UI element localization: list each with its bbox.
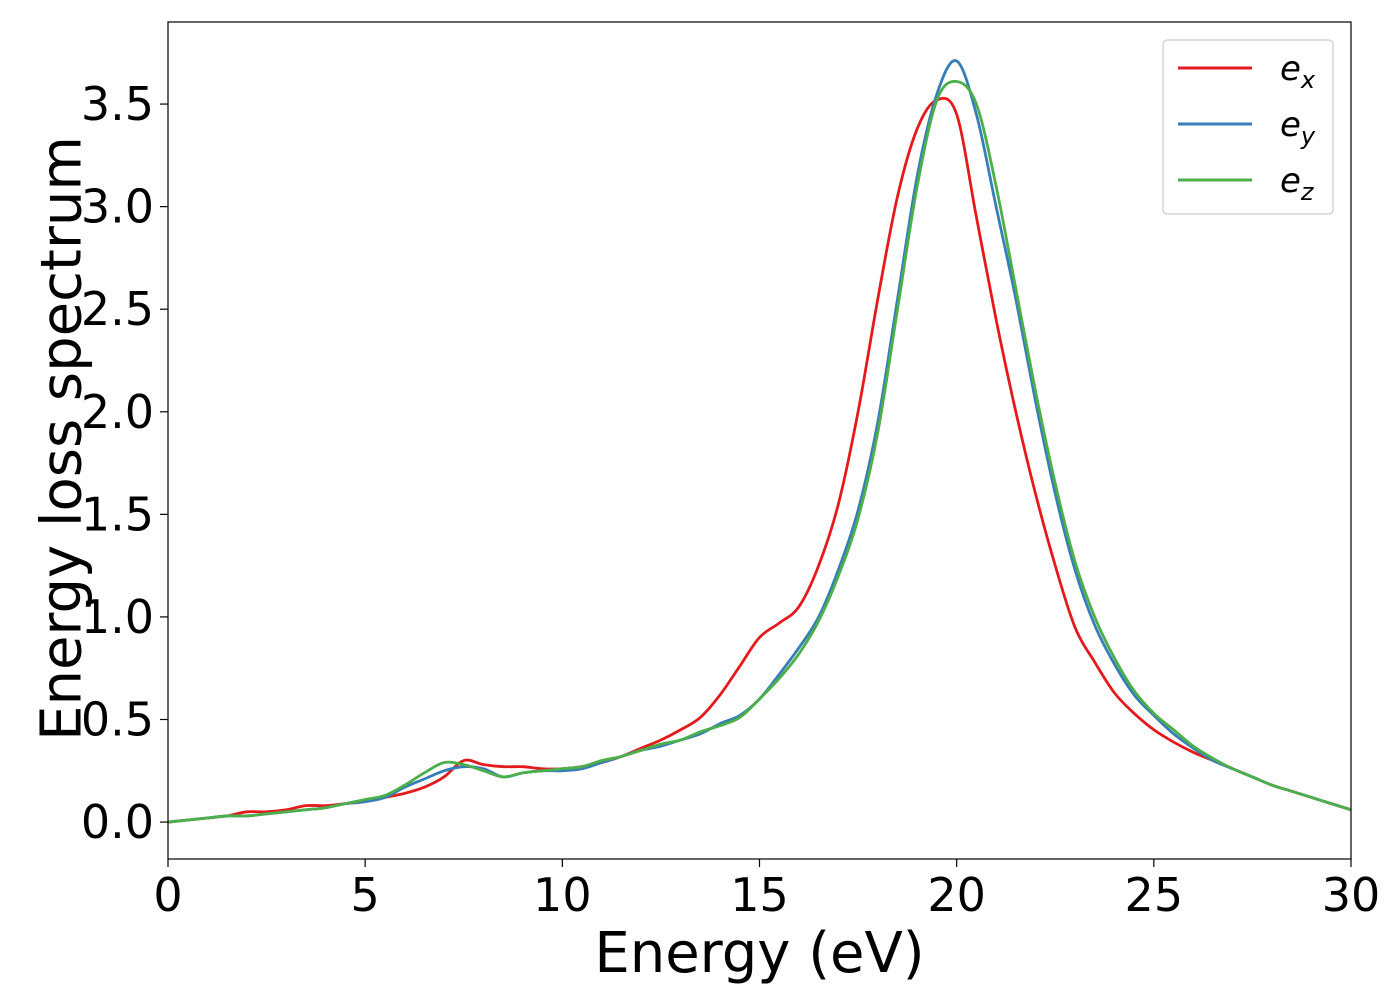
series-line-z (168, 79, 1351, 824)
y-axis-title: Energy loss spectrum (30, 136, 95, 741)
ticks-layer: 0 5 10 15 20 25 30 0.0 0.5 1.0 1.5 2.0 2.5 3.0 3.5 (81, 77, 1380, 922)
y-tick-label: 2.5 (81, 282, 154, 336)
legend-label-y: ey (1280, 105, 1316, 150)
y-tick-label: 1.0 (81, 590, 154, 644)
y-tick-label: 3.0 (81, 180, 154, 234)
x-tick-label: 0 (153, 868, 182, 922)
x-tick-label: 10 (533, 868, 592, 922)
x-tick-label: 15 (730, 868, 789, 922)
plot-frame (167, 21, 1352, 860)
x-tick-label: 25 (1125, 868, 1184, 922)
x-tick-label: 5 (351, 868, 380, 922)
x-tick-label: 20 (927, 868, 986, 922)
y-tick-label: 3.5 (81, 77, 154, 131)
x-tick-label: 30 (1322, 868, 1381, 922)
legend-box (1162, 39, 1334, 215)
y-tick-label: 2.0 (81, 385, 154, 439)
y-tick-label: 0.5 (81, 693, 154, 747)
x-axis-title: Energy (eV) (594, 921, 924, 986)
series-layer (168, 59, 1351, 824)
y-tick-label: 0.0 (81, 795, 154, 849)
legend-label-x: ex (1280, 49, 1316, 94)
y-tick-label: 1.5 (81, 487, 154, 541)
series-line-y (168, 59, 1351, 824)
